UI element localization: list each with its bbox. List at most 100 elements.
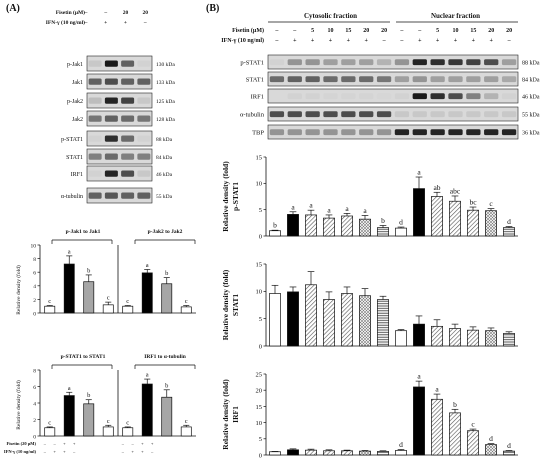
y-tick-label: 0: [259, 233, 262, 240]
blot-band: [484, 111, 499, 118]
significance-letter: c: [185, 298, 188, 305]
bar: [287, 291, 299, 347]
treatment-value: +: [311, 38, 315, 44]
blot-strip: [86, 130, 153, 147]
kda-label: 46 kDa: [156, 172, 173, 178]
significance-letter: b: [165, 270, 168, 277]
blot-band: [121, 115, 135, 122]
blot-band: [305, 76, 320, 83]
bar: [180, 306, 192, 314]
y-axis-label: Relative density (fold): [15, 380, 22, 430]
bar: [377, 451, 389, 456]
treatment-value: –: [53, 441, 57, 446]
y-tick-label: 0: [259, 343, 262, 350]
blot-band: [412, 76, 427, 83]
blot-band: [501, 76, 517, 83]
treatment-value: –: [84, 10, 88, 16]
y-tick-label: 8: [33, 257, 36, 263]
bar: [485, 444, 497, 456]
treatment-value: 20: [381, 28, 387, 34]
blot-band: [466, 76, 481, 83]
treatment-value: –: [292, 28, 297, 34]
bar: [141, 383, 153, 437]
bar: [305, 214, 317, 237]
treatment-value: +: [472, 38, 476, 44]
blot-band: [412, 93, 427, 100]
blot-band: [287, 76, 302, 83]
treatment-value: +: [454, 38, 458, 44]
significance-letter: b: [87, 267, 90, 274]
blot-label: TBP: [252, 130, 264, 137]
blot-band: [104, 115, 118, 122]
blot-label: p-Jak2: [67, 99, 83, 105]
bar: [161, 396, 173, 437]
treatment-value: +: [104, 20, 107, 26]
blot-band: [376, 111, 392, 118]
y-tick-label: 8: [33, 368, 36, 374]
bar: [122, 305, 134, 314]
kda-label: 125 kDa: [156, 99, 175, 105]
blot-band: [376, 59, 392, 66]
chart-title: p-Jak2 to Jak2: [148, 229, 183, 235]
bar: [44, 427, 56, 437]
significance-letter: b: [165, 382, 168, 389]
bar: [269, 230, 281, 237]
blot-strip: [267, 106, 519, 122]
blot-band: [412, 59, 427, 66]
significance-letter: c: [471, 420, 475, 429]
significance-letter: a: [68, 385, 71, 392]
y-axis-label: Relative density (fold): [221, 269, 230, 340]
blot-band: [466, 129, 481, 136]
bar: [503, 333, 515, 347]
panel-a-label: (A): [6, 3, 20, 14]
blot-strip: [267, 54, 519, 70]
significance-letter: b: [381, 216, 385, 225]
blot-band: [430, 93, 445, 100]
blot-band: [394, 76, 410, 83]
y-tick-label: 6: [33, 271, 36, 277]
blot-band: [137, 153, 151, 160]
treatment-value: +: [124, 20, 127, 26]
bar: [359, 450, 371, 456]
blot-band: [359, 59, 374, 66]
treatment-value: –: [72, 449, 76, 454]
kda-label: 133 kDa: [156, 80, 175, 86]
blot-band: [412, 129, 427, 136]
significance-letter: a: [417, 372, 421, 381]
blot-band: [466, 59, 481, 66]
blot-band: [287, 129, 302, 136]
blot-band: [501, 129, 517, 136]
y-tick-label: 10: [256, 289, 263, 296]
bar: [287, 214, 299, 237]
treatment-value: +: [418, 38, 422, 44]
bar: [141, 272, 153, 314]
significance-letter: b: [273, 221, 277, 230]
blot-band: [88, 115, 102, 122]
blot-strip: [86, 110, 153, 127]
treatment-label: IFN-γ (10 ng/ml): [221, 37, 264, 44]
treatment-value: 5: [311, 28, 314, 34]
significance-letter: c: [126, 419, 129, 426]
blot-strip: [86, 187, 153, 204]
y-axis-label: Relative density (fold): [15, 265, 22, 315]
blot-band: [484, 59, 499, 66]
bar: [323, 217, 335, 237]
blot-band: [121, 60, 135, 67]
fraction-label: Nuclear fraction: [431, 12, 480, 20]
y-tick-label: 2: [33, 418, 36, 424]
bar: [485, 330, 497, 347]
blot-band: [501, 111, 517, 118]
blot-label: IRF1: [71, 172, 83, 178]
blot-band: [137, 115, 151, 122]
treatment-value: –: [417, 28, 422, 34]
y-tick-label: 15: [256, 404, 263, 411]
y-tick-label: 0: [259, 452, 262, 459]
treatment-value: +: [293, 38, 297, 44]
bar: [83, 281, 95, 314]
bar: [503, 227, 515, 237]
y-tick-label: 6: [33, 385, 36, 391]
treatment-value: –: [121, 441, 125, 446]
blot-band: [430, 129, 445, 136]
treatment-value: +: [141, 441, 144, 446]
blot-band: [305, 111, 320, 118]
